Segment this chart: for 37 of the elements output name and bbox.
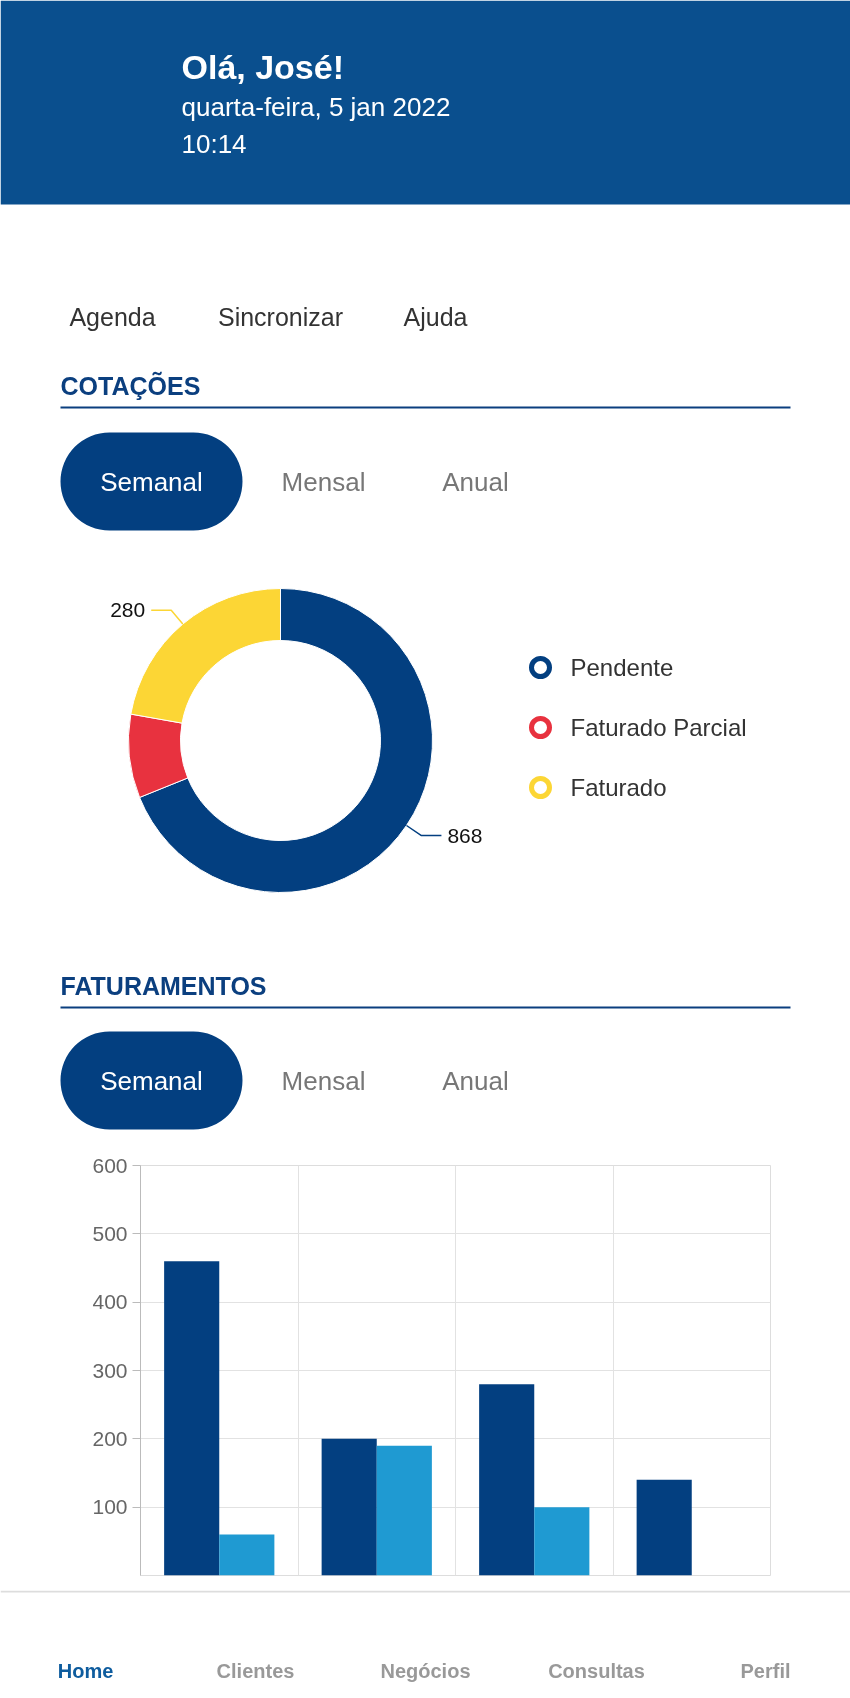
text: Semanal [100, 466, 203, 497]
text: Anual [442, 1065, 509, 1096]
text: Olá, José! [181, 47, 345, 86]
text: Semanal [100, 1065, 203, 1096]
text: Clientes [216, 1659, 295, 1682]
text: Home [57, 1659, 114, 1682]
text: 10:14 [181, 128, 247, 159]
text: Sincronizar [217, 302, 344, 331]
bar [376, 1445, 432, 1576]
text: Anual [442, 466, 509, 497]
bar [219, 1534, 275, 1576]
bar [321, 1438, 377, 1576]
text: Consultas [548, 1659, 645, 1682]
text: Negócios [380, 1659, 471, 1682]
text: Mensal [281, 1065, 366, 1096]
text: Agenda [69, 302, 156, 331]
text: Mensal [281, 466, 366, 497]
chart-title: FATURAMENTOS [60, 971, 267, 1000]
bar [534, 1507, 590, 1576]
y-tick-label: 100 [92, 1495, 128, 1519]
bar [636, 1479, 692, 1576]
data-label: 868 [447, 823, 483, 847]
text: quarta-feira, 5 jan 2022 [181, 91, 451, 122]
chart-title: COTAÇÕES [60, 370, 201, 400]
y-tick-label: 200 [92, 1426, 128, 1450]
legend-label: Faturado Parcial [570, 714, 747, 741]
y-tick-label: 500 [92, 1221, 128, 1245]
y-tick-label: 400 [92, 1290, 128, 1314]
legend-label: Pendente [570, 654, 674, 681]
y-tick-label: 300 [92, 1358, 128, 1382]
bar [479, 1384, 535, 1576]
text: Perfil [740, 1659, 791, 1682]
y-tick-label: 600 [92, 1153, 128, 1177]
bar [164, 1261, 220, 1576]
text: Ajuda [403, 302, 468, 331]
data-label: 280 [110, 598, 146, 622]
legend-label: Faturado [570, 774, 667, 801]
